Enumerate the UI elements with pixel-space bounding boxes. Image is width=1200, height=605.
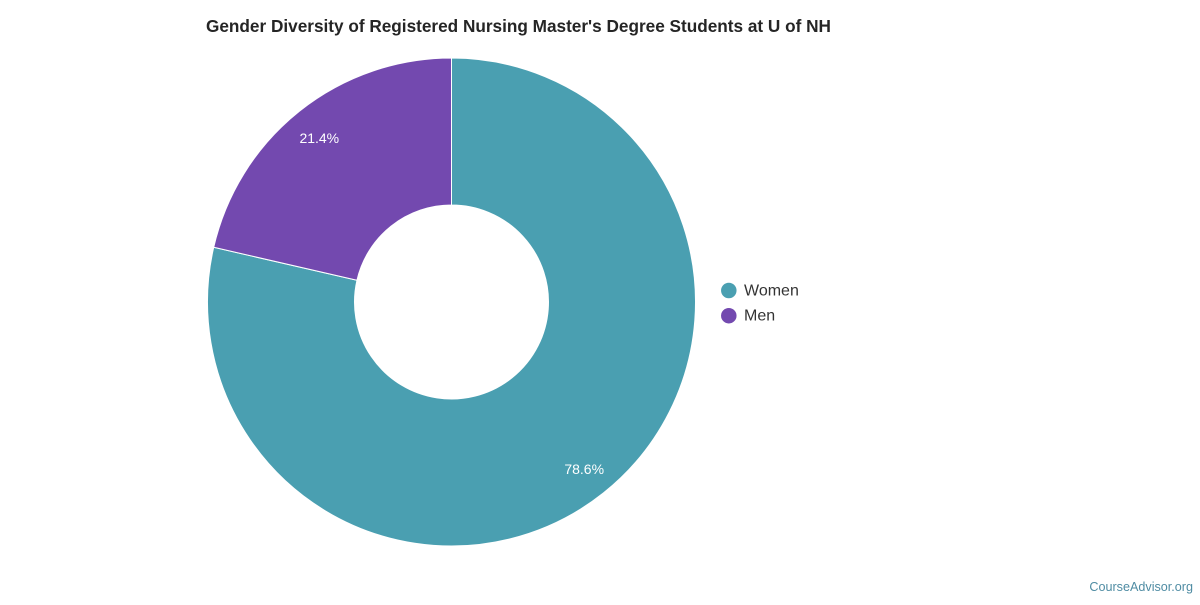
svg-text:Women: Women	[744, 283, 799, 300]
svg-text:Men: Men	[744, 308, 775, 325]
svg-text:Gender Diversity of Registered: Gender Diversity of Registered Nursing M…	[206, 16, 831, 36]
svg-text:CourseAdvisor.org: CourseAdvisor.org	[1089, 580, 1193, 594]
svg-text:78.6%: 78.6%	[564, 461, 604, 477]
svg-text:21.4%: 21.4%	[299, 130, 339, 146]
